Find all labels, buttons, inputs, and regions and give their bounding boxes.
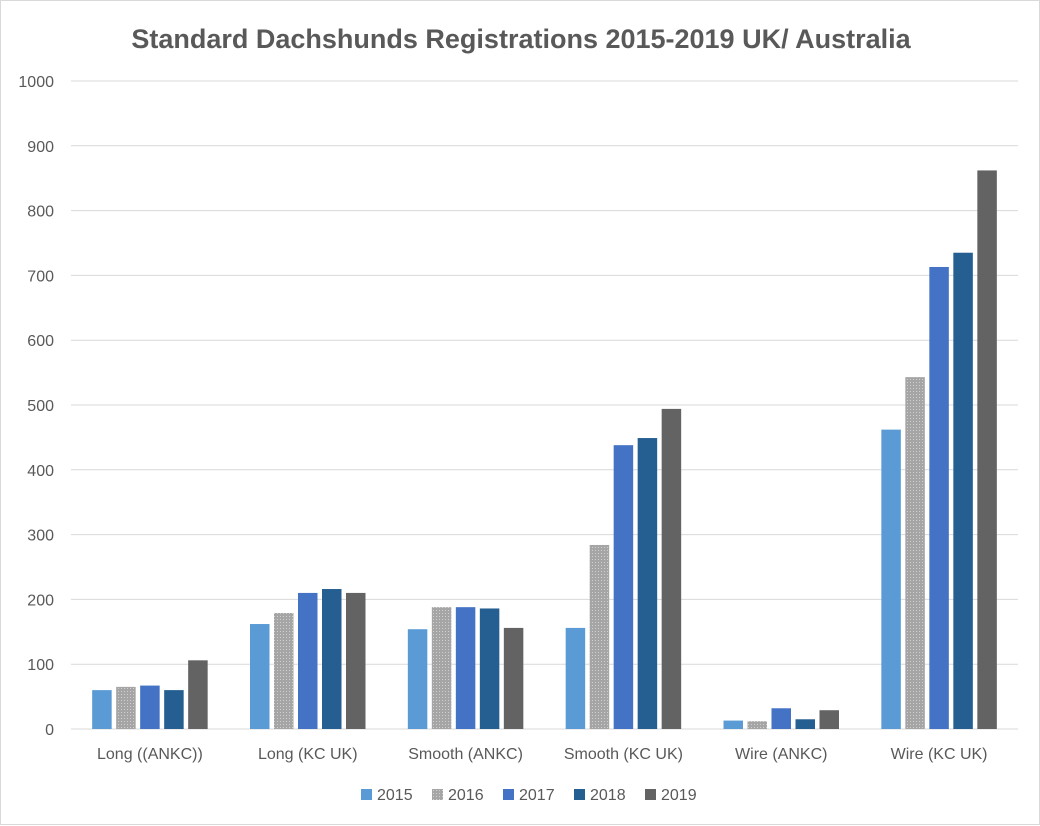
bar-2019-4 (819, 710, 839, 729)
x-category-label: Long (KC UK) (258, 746, 358, 763)
bar-2018-0 (164, 690, 184, 729)
bar-2017-2 (455, 607, 476, 729)
bar-2019-0 (188, 660, 208, 729)
legend-swatch-2015 (361, 789, 372, 800)
bar-2016-2 (431, 607, 452, 729)
legend: 2015 2016 2017 2018 2019 (361, 787, 697, 804)
x-category-label: Smooth (ANKC) (408, 746, 523, 763)
y-tick-label: 600 (27, 333, 54, 350)
bar-2018-5 (953, 252, 973, 729)
bar-2016-4 (747, 721, 767, 729)
bar-2018-3 (637, 438, 658, 729)
legend-label: 2019 (661, 787, 697, 804)
bar-2015-0 (92, 690, 112, 729)
y-axis-ticks: 0 100 200 300 400 500 600 700 800 900 1000 (18, 74, 54, 739)
bar-2018-4 (795, 719, 815, 729)
bar-2015-3 (565, 627, 586, 729)
bar-2019-5 (977, 170, 997, 729)
bar-2017-4 (771, 708, 791, 729)
bar-2016-1 (274, 613, 294, 729)
x-category-label: Smooth (KC UK) (564, 746, 683, 763)
legend-swatch-2019 (645, 789, 656, 800)
legend-label: 2017 (519, 787, 555, 804)
y-tick-label: 300 (27, 528, 54, 545)
legend-label: 2018 (590, 787, 626, 804)
bar-2015-1 (250, 624, 270, 729)
y-tick-label: 0 (45, 722, 54, 739)
bar-2017-0 (140, 685, 160, 729)
legend-swatch-2017 (503, 789, 514, 800)
y-tick-label: 800 (27, 204, 54, 221)
legend-swatch-2018 (574, 789, 585, 800)
bar-2015-2 (407, 629, 428, 729)
legend-label: 2016 (448, 787, 484, 804)
legend-label: 2015 (377, 787, 413, 804)
y-tick-label: 700 (27, 268, 54, 285)
y-tick-label: 400 (27, 463, 54, 480)
y-tick-label: 100 (27, 657, 54, 674)
y-tick-label: 500 (27, 398, 54, 415)
x-axis-labels: Long ((ANKC)) Long (KC UK) Smooth (ANKC) Sm… (97, 746, 988, 763)
gridlines (71, 80, 1018, 730)
bar-2017-3 (613, 445, 634, 729)
bar-2018-1 (322, 589, 342, 729)
x-category-label: Wire (KC UK) (891, 746, 988, 763)
bar-2016-5 (905, 377, 925, 729)
y-tick-label: 1000 (18, 74, 54, 91)
bar-2017-5 (929, 266, 949, 729)
bar-2016-0 (116, 686, 136, 729)
bar-2018-2 (479, 608, 500, 729)
x-category-label: Long ((ANKC)) (97, 746, 203, 763)
bar-2019-1 (346, 592, 366, 729)
bar-2015-4 (723, 720, 743, 729)
bar-2017-1 (298, 592, 318, 729)
y-tick-label: 200 (27, 592, 54, 609)
chart-title: Standard Dachshunds Registrations 2015-2… (131, 24, 911, 54)
bar-2019-2 (503, 627, 524, 729)
bar-2016-3 (589, 544, 610, 729)
bar-2015-5 (881, 429, 901, 729)
bars (92, 170, 997, 729)
x-category-label: Wire (ANKC) (735, 746, 827, 763)
y-tick-label: 900 (27, 139, 54, 156)
legend-swatch-2016 (432, 789, 443, 800)
bar-2019-3 (661, 408, 682, 729)
